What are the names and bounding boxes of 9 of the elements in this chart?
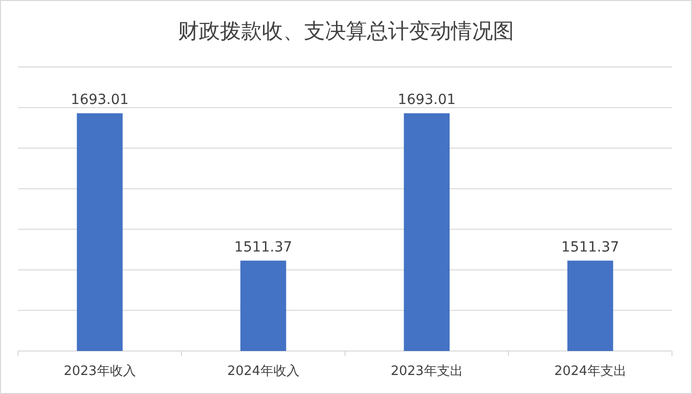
data-label: 1511.37 xyxy=(234,240,292,256)
x-tick-label: 2023年收入 xyxy=(64,364,136,379)
x-tick-label: 2023年支出 xyxy=(390,364,463,379)
x-tick-label: 2024年收入 xyxy=(227,364,300,379)
x-tick-label: 2024年支出 xyxy=(554,364,626,379)
data-label: 1693.01 xyxy=(70,92,129,108)
data-label: 1511.37 xyxy=(561,240,620,256)
data-label: 1693.01 xyxy=(398,92,456,108)
chart-title: 财政拨款收、支决算总计变动情况图 xyxy=(178,19,514,43)
